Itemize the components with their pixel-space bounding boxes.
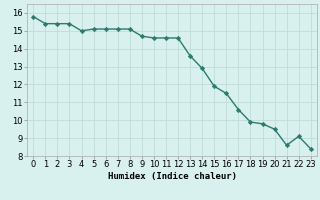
X-axis label: Humidex (Indice chaleur): Humidex (Indice chaleur) — [108, 172, 236, 181]
